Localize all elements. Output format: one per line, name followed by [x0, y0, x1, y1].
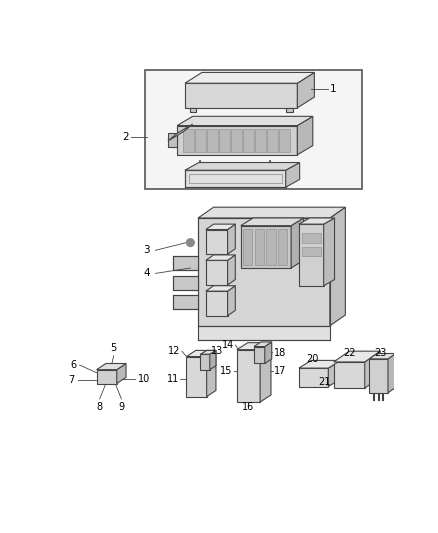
Polygon shape	[206, 291, 228, 316]
Polygon shape	[228, 255, 235, 285]
Text: 8: 8	[97, 402, 103, 412]
Polygon shape	[369, 359, 388, 393]
Polygon shape	[237, 343, 271, 350]
Text: 16: 16	[242, 401, 254, 411]
Bar	[302, 247, 321, 256]
Polygon shape	[291, 218, 304, 268]
Polygon shape	[177, 126, 297, 155]
Polygon shape	[206, 255, 235, 260]
Text: 11: 11	[166, 374, 179, 384]
Bar	[195, 128, 206, 152]
Polygon shape	[177, 116, 313, 126]
Bar	[243, 229, 252, 265]
Polygon shape	[299, 218, 335, 224]
Polygon shape	[369, 353, 396, 359]
Text: 7: 7	[69, 375, 75, 385]
Polygon shape	[330, 207, 346, 326]
Polygon shape	[299, 368, 328, 386]
Text: 22: 22	[343, 348, 356, 358]
Bar	[255, 128, 265, 152]
Polygon shape	[286, 108, 293, 112]
Polygon shape	[228, 286, 235, 316]
Polygon shape	[168, 124, 193, 141]
Bar	[302, 233, 321, 243]
Polygon shape	[237, 350, 260, 402]
Text: 10: 10	[138, 374, 151, 384]
Polygon shape	[297, 116, 313, 155]
Text: 15: 15	[220, 366, 232, 376]
Bar	[189, 174, 282, 183]
Polygon shape	[299, 224, 324, 286]
Text: 3: 3	[144, 245, 150, 255]
Bar	[267, 128, 278, 152]
Polygon shape	[241, 218, 304, 225]
Polygon shape	[201, 354, 210, 370]
Polygon shape	[241, 225, 291, 268]
Polygon shape	[185, 83, 297, 108]
Polygon shape	[198, 326, 330, 340]
Polygon shape	[206, 286, 235, 291]
Polygon shape	[97, 364, 126, 370]
Bar	[266, 229, 276, 265]
Bar	[207, 128, 218, 152]
Text: 2: 2	[122, 132, 129, 142]
Bar	[184, 128, 194, 152]
Polygon shape	[173, 295, 198, 309]
Polygon shape	[201, 350, 216, 354]
Polygon shape	[198, 207, 346, 218]
Text: 18: 18	[274, 348, 286, 358]
Text: 5: 5	[110, 343, 117, 353]
Text: 20: 20	[307, 354, 319, 364]
Polygon shape	[260, 343, 271, 402]
Polygon shape	[328, 360, 341, 386]
Polygon shape	[286, 163, 300, 187]
Bar	[255, 229, 264, 265]
Text: 14: 14	[222, 340, 234, 350]
Polygon shape	[297, 72, 314, 108]
Polygon shape	[117, 364, 126, 384]
Text: 9: 9	[118, 402, 124, 412]
Polygon shape	[168, 133, 177, 147]
Bar	[231, 128, 242, 152]
Polygon shape	[206, 260, 228, 285]
Polygon shape	[228, 224, 235, 254]
Polygon shape	[206, 224, 235, 230]
Polygon shape	[334, 362, 365, 388]
Circle shape	[187, 239, 194, 246]
Polygon shape	[185, 170, 286, 187]
Text: 21: 21	[318, 377, 331, 387]
Polygon shape	[207, 350, 216, 397]
Polygon shape	[334, 351, 380, 362]
Polygon shape	[210, 350, 216, 370]
Polygon shape	[299, 360, 341, 368]
Text: 13: 13	[211, 346, 223, 356]
Text: 6: 6	[71, 360, 77, 370]
Bar	[243, 128, 254, 152]
Polygon shape	[206, 230, 228, 254]
Polygon shape	[365, 351, 380, 388]
Polygon shape	[265, 342, 272, 364]
Polygon shape	[254, 346, 265, 364]
Polygon shape	[324, 218, 335, 286]
Text: 12: 12	[168, 346, 180, 356]
Bar	[219, 128, 230, 152]
Text: 1: 1	[330, 84, 336, 94]
Polygon shape	[185, 72, 314, 83]
Polygon shape	[187, 357, 207, 397]
Bar	[279, 128, 290, 152]
Polygon shape	[190, 108, 196, 112]
Polygon shape	[254, 342, 272, 346]
Polygon shape	[185, 163, 300, 170]
Polygon shape	[187, 350, 216, 357]
Polygon shape	[173, 256, 198, 270]
Polygon shape	[198, 218, 330, 326]
Polygon shape	[97, 370, 117, 384]
Polygon shape	[388, 353, 396, 393]
Text: 23: 23	[374, 348, 386, 358]
Text: 4: 4	[144, 269, 150, 278]
Text: 17: 17	[274, 366, 286, 376]
Bar	[278, 229, 287, 265]
Bar	[145, 70, 362, 189]
Polygon shape	[173, 276, 198, 289]
